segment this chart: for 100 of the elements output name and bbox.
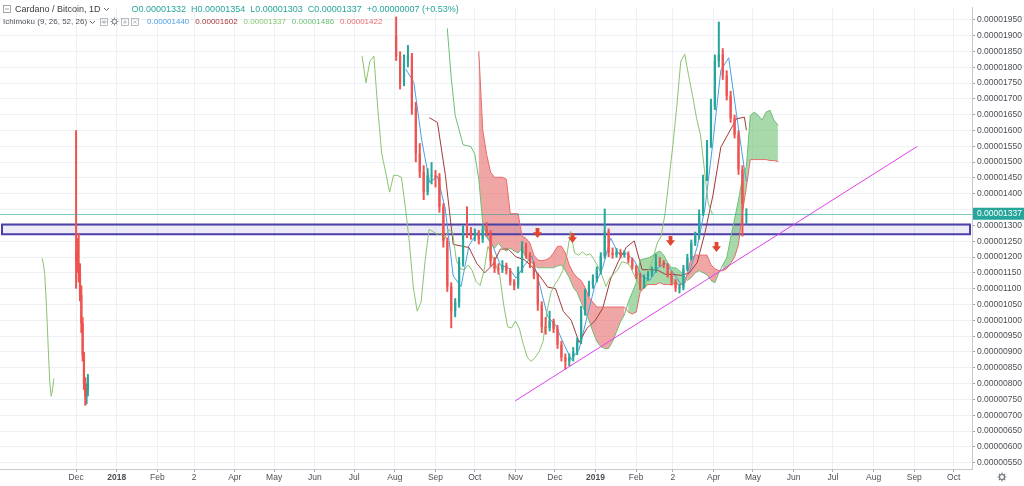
annotation: O0.00001332 xyxy=(131,3,187,14)
y-tick-label: 0.00001600 xyxy=(977,124,1023,135)
candlestick xyxy=(580,306,583,345)
y-tick-label: 0.00001550 xyxy=(977,140,1023,151)
candlestick xyxy=(426,168,429,196)
y-tick-label: 0.00000550 xyxy=(977,457,1023,468)
annotation: 0.00001422 xyxy=(340,17,383,26)
candlestick xyxy=(548,310,551,332)
y-tick-label: 0.00001650 xyxy=(977,109,1023,120)
x-tick-label: Apr xyxy=(706,472,721,483)
candlestick xyxy=(690,239,693,261)
candlestick xyxy=(721,48,724,80)
y-tick-label: 0.00001050 xyxy=(977,298,1023,309)
candlestick xyxy=(599,252,602,275)
y-tick-label: 0.00000600 xyxy=(977,441,1023,452)
y-tick-label: 0.00001900 xyxy=(977,29,1023,40)
candlestick xyxy=(446,237,449,292)
candlestick xyxy=(666,263,669,278)
candlestick xyxy=(607,228,610,258)
annotation: H0.00001354 xyxy=(191,3,246,14)
candlestick xyxy=(595,266,598,283)
candlestick xyxy=(694,231,697,246)
y-tick-label: 0.00000800 xyxy=(977,377,1023,388)
x-tick-label: Jun xyxy=(786,472,801,483)
y-tick-label: 0.00000850 xyxy=(977,362,1023,373)
x-tick-label: 2018 xyxy=(107,472,127,483)
candlestick xyxy=(619,249,622,259)
y-tick-label: 0.00001000 xyxy=(977,314,1023,325)
y-tick-label: 0.00000900 xyxy=(977,346,1023,357)
x-tick-label: 2 xyxy=(191,472,197,483)
y-tick-label: 0.00001400 xyxy=(977,188,1023,199)
x-tick-label: Sep xyxy=(906,472,923,483)
y-tick-label: 0.00001800 xyxy=(977,61,1023,72)
candlestick xyxy=(540,301,543,333)
x-tick-label: Jul xyxy=(348,472,360,483)
annotation: 0.00001337 xyxy=(243,17,286,26)
y-tick-label: 0.00001150 xyxy=(977,267,1022,278)
candlestick xyxy=(635,264,638,280)
candlestick xyxy=(627,251,630,264)
y-tick-label: 0.00001750 xyxy=(977,77,1023,88)
candlestick xyxy=(631,257,634,270)
candlestick xyxy=(670,271,673,286)
annotation: +0.00000007 (+0.53%) xyxy=(366,3,459,14)
candlestick xyxy=(603,208,606,259)
x-tick-label: Aug xyxy=(866,472,882,483)
candlestick xyxy=(701,174,705,216)
candlestick xyxy=(450,282,453,329)
x-tick-label: Feb xyxy=(150,472,165,483)
candlestick xyxy=(410,52,413,115)
x-tick-label: Oct xyxy=(468,472,483,483)
y-tick-label: 0.00001450 xyxy=(977,172,1023,183)
x-tick-label: Jun xyxy=(307,472,322,483)
x-tick-label: Aug xyxy=(387,472,403,483)
candlestick xyxy=(505,262,508,275)
y-tick-label: 0.00000700 xyxy=(977,409,1023,420)
candlestick xyxy=(509,268,512,286)
y-tick-label: 0.00001100 xyxy=(977,283,1022,294)
candlestick xyxy=(513,279,516,291)
candlestick xyxy=(654,253,657,273)
y-tick-label: 0.00001250 xyxy=(977,235,1023,246)
x-tick-label: Sep xyxy=(427,472,444,483)
x-tick-label: Oct xyxy=(947,472,961,483)
annotation: 0.00001486 xyxy=(291,17,335,26)
candlestick xyxy=(473,228,476,242)
candlestick xyxy=(576,337,579,356)
y-tick-label: 0.00001300 xyxy=(977,219,1023,230)
candlestick xyxy=(717,21,720,68)
y-tick-label: 0.00001200 xyxy=(977,251,1023,262)
annotation: 0.00001440 xyxy=(147,17,190,26)
candlestick xyxy=(501,260,504,273)
annotation: L0.00001303 xyxy=(250,3,303,14)
candlestick xyxy=(725,70,728,101)
candlestick xyxy=(591,274,595,289)
candlestick xyxy=(615,248,618,258)
ref-line-label: 0.00001337 xyxy=(977,208,1023,219)
x-tick-label: Dec xyxy=(68,472,85,483)
candlestick xyxy=(517,266,520,289)
annotation: C0.00001337 xyxy=(307,3,362,14)
candlestick xyxy=(477,230,480,245)
x-tick-label: Apr xyxy=(228,472,242,483)
candlestick xyxy=(698,209,701,240)
x-tick-label: Nov xyxy=(507,472,524,483)
x-tick-label: 2019 xyxy=(586,472,606,483)
y-tick-label: 0.00001950 xyxy=(977,14,1023,25)
candlestick xyxy=(422,165,425,201)
candlestick xyxy=(532,261,535,280)
y-tick-label: 0.00001500 xyxy=(977,156,1023,167)
candlestick xyxy=(454,298,457,318)
x-tick-label: May xyxy=(266,472,283,483)
x-tick-label: Feb xyxy=(628,472,644,483)
x-tick-label: Jul xyxy=(827,472,839,483)
x-tick-label: 2 xyxy=(670,472,676,483)
y-tick-label: 0.00000950 xyxy=(977,330,1023,341)
annotation: Ichimoku (9, 26, 52, 26) xyxy=(3,17,88,26)
y-tick-label: 0.00000650 xyxy=(977,425,1023,436)
x-tick-label: Dec xyxy=(547,472,564,483)
candlestick xyxy=(458,257,461,308)
chart-title: Cardano / Bitcoin, 1D xyxy=(15,3,101,14)
candlestick xyxy=(414,102,417,163)
x-tick-label: May xyxy=(744,472,762,483)
